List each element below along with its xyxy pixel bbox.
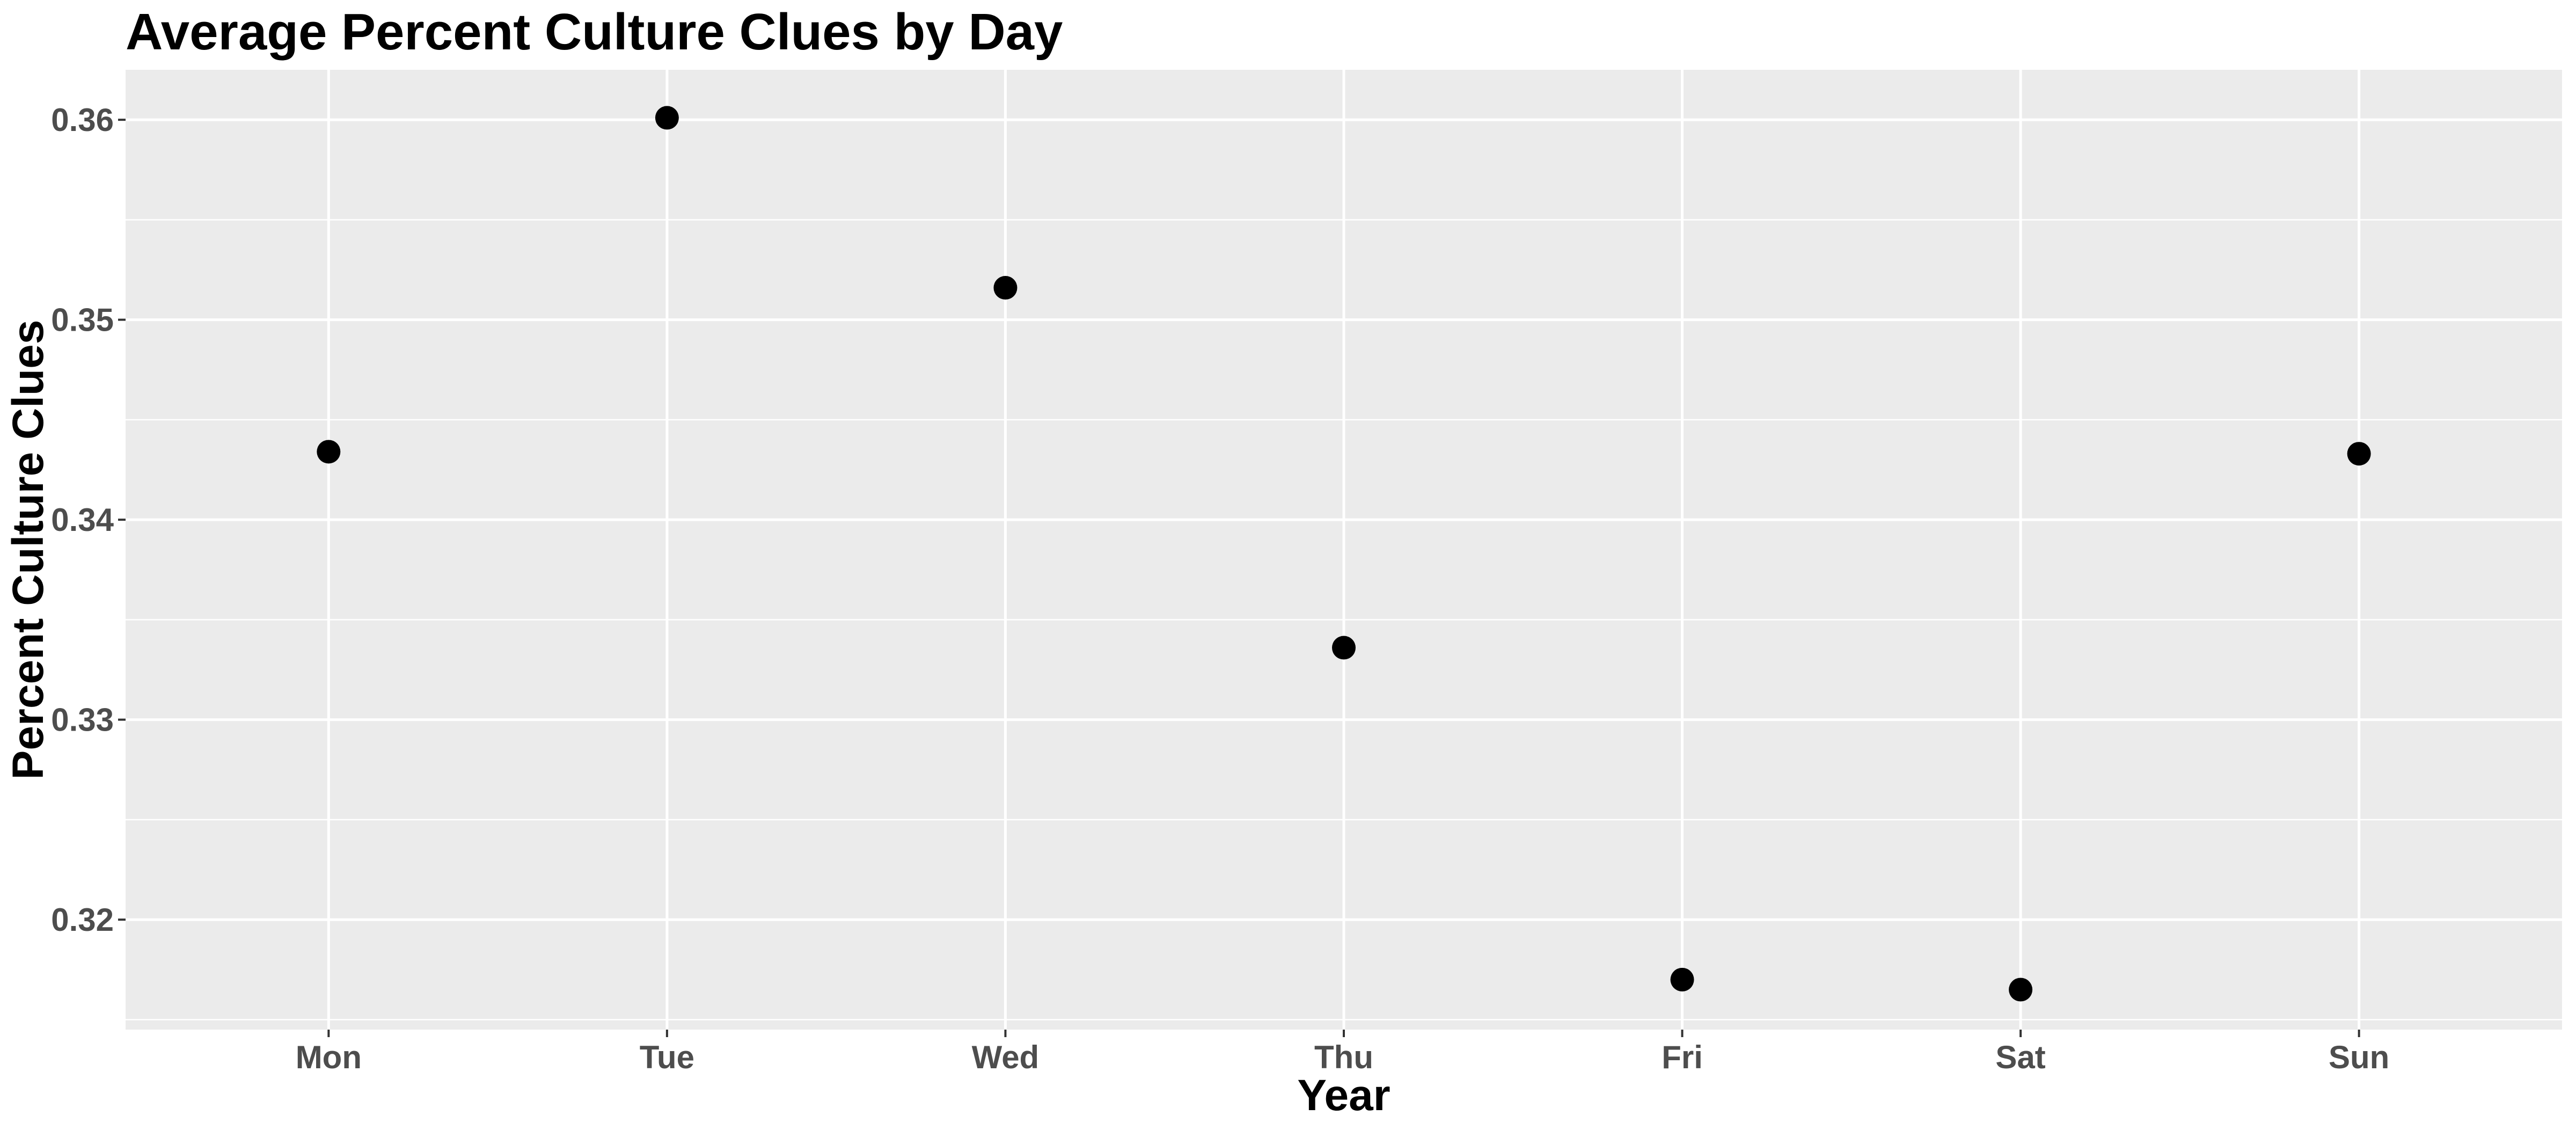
data-point-tue xyxy=(655,106,679,130)
data-points xyxy=(317,106,2371,1002)
major-gridlines xyxy=(126,70,2562,1030)
data-point-fri xyxy=(1670,967,1694,992)
x-tick-label: Thu xyxy=(1314,1039,1373,1075)
data-point-sat xyxy=(2009,978,2033,1002)
y-axis-ticks: 0.32 0.33 0.34 0.35 0.36 xyxy=(51,102,126,938)
x-axis-ticks: Mon Tue Wed Thu Fri Sat Sun xyxy=(296,1030,2389,1075)
data-point-thu xyxy=(1332,636,1356,660)
y-tick-label: 0.33 xyxy=(51,702,114,738)
data-point-mon xyxy=(317,440,341,464)
y-tick-label: 0.36 xyxy=(51,102,114,138)
x-axis-title: Year xyxy=(1297,1071,1390,1120)
x-tick-label: Sat xyxy=(1995,1039,2045,1075)
y-tick-label: 0.35 xyxy=(51,302,114,338)
x-tick-label: Fri xyxy=(1662,1039,1703,1075)
data-point-wed xyxy=(993,276,1018,300)
chart-title: Average Percent Culture Clues by Day xyxy=(126,3,1063,61)
y-tick-label: 0.34 xyxy=(51,502,114,538)
x-tick-label: Wed xyxy=(972,1039,1040,1075)
x-tick-label: Tue xyxy=(640,1039,694,1075)
y-tick-label: 0.32 xyxy=(51,902,114,938)
y-axis-title: Percent Culture Clues xyxy=(4,320,53,780)
x-tick-label: Sun xyxy=(2329,1039,2389,1075)
data-point-sun xyxy=(2347,442,2371,466)
x-tick-label: Mon xyxy=(296,1039,362,1075)
